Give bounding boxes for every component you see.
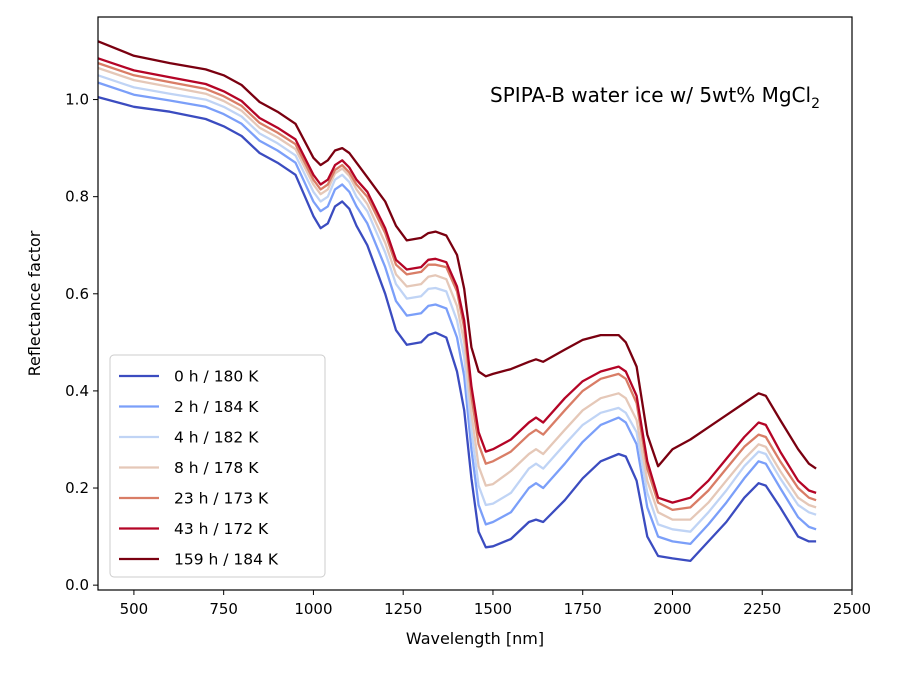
y-tick-label: 0.6 <box>65 285 89 303</box>
series-line-6 <box>97 40 817 470</box>
x-tick-label: 1000 <box>294 600 332 618</box>
series-line-5 <box>97 57 817 504</box>
x-tick-label: 2250 <box>743 600 781 618</box>
legend-label: 4 h / 182 K <box>174 429 259 447</box>
plot-frame <box>97 16 853 591</box>
x-tick-label: 1250 <box>384 600 422 618</box>
y-tick-label: 0.4 <box>65 382 89 400</box>
legend-label: 0 h / 180 K <box>174 368 259 386</box>
y-axis-label: Reflectance factor <box>25 230 44 376</box>
legend-label: 23 h / 173 K <box>174 490 269 508</box>
x-tick-label: 750 <box>209 600 238 618</box>
y-tick-label: 0.2 <box>65 479 89 497</box>
x-axis-label: Wavelength [nm] <box>406 629 544 648</box>
chart-title-subscript: 2 <box>811 96 820 112</box>
x-tick-label: 2000 <box>653 600 691 618</box>
legend-label: 43 h / 172 K <box>174 520 269 538</box>
legend-label: 159 h / 184 K <box>174 551 279 569</box>
x-axis: 500 750 1000 1250 1500 1750 2000 2250 2500 <box>120 590 871 618</box>
series-layer <box>97 40 817 563</box>
x-tick-label: 1500 <box>474 600 512 618</box>
series-line-1 <box>97 81 817 546</box>
legend: 0 h / 180 K 2 h / 184 K 4 h / 182 K 8 h / 1… <box>109 354 326 578</box>
chart-title-main: SPIPA-B water ice w/ 5wt% MgCl <box>490 83 811 107</box>
y-tick-label: 0.0 <box>65 576 89 594</box>
legend-label: 2 h / 184 K <box>174 398 259 416</box>
y-tick-label: 0.8 <box>65 188 89 206</box>
series-line-3 <box>97 66 817 521</box>
x-tick-label: 2500 <box>833 600 871 618</box>
x-tick-label: 500 <box>120 600 149 618</box>
series-line-4 <box>97 62 817 512</box>
y-axis: 0.0 0.2 0.4 0.6 0.8 1.0 <box>65 91 98 594</box>
series-line-2 <box>97 74 817 533</box>
x-tick-label: 1750 <box>564 600 602 618</box>
y-tick-label: 1.0 <box>65 91 89 109</box>
chart-title: SPIPA-B water ice w/ 5wt% MgCl2 <box>490 83 820 112</box>
legend-label: 8 h / 178 K <box>174 459 259 477</box>
series-line-0 <box>97 95 817 563</box>
legend-box <box>109 354 326 578</box>
